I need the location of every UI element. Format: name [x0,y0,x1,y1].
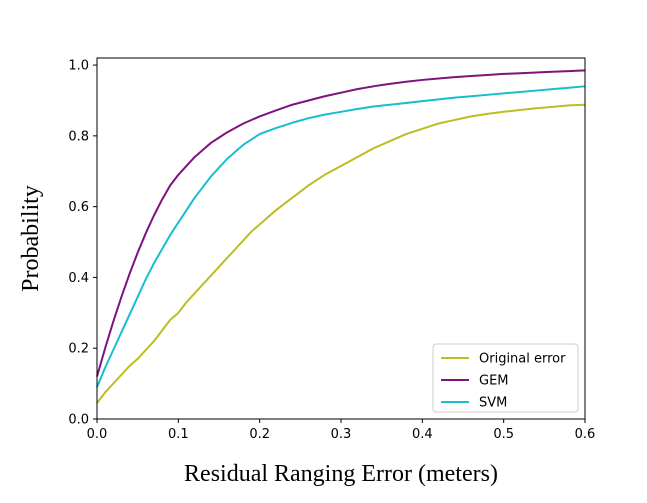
y-tick-label: 1.0 [68,59,89,74]
y-tick-label: 0.0 [68,413,89,428]
x-tick-label: 0.5 [493,427,514,442]
legend-box [432,343,579,413]
series-line-original-error [96,103,586,404]
series-line-gem [96,69,586,377]
y-tick-label: 0.8 [68,129,89,144]
y-tick-label: 0.6 [68,200,89,215]
x-tick-label: 0.0 [87,427,108,442]
series-line-svm [96,85,586,388]
y-tick-label: 0.2 [68,342,89,357]
legend-label: SVM [479,396,507,411]
x-tick-label: 0.3 [331,427,352,442]
y-axis: 0.0 0.2 0.4 0.6 0.8 1.0 [68,59,97,428]
legend-label: GEM [479,374,509,389]
legend: Original error GEM SVM [432,343,579,413]
x-axis-label: Residual Ranging Error (meters) [184,461,498,487]
y-tick-label: 0.4 [68,271,89,286]
legend-label: Original error [479,352,566,367]
x-tick-label: 0.6 [575,427,596,442]
x-axis: 0.0 0.1 0.2 0.3 0.4 0.5 0.6 [87,419,596,442]
series-layer [96,69,586,404]
y-axis-label: Probability [18,185,44,292]
x-tick-label: 0.4 [412,427,433,442]
x-tick-label: 0.1 [168,427,189,442]
x-tick-label: 0.2 [249,427,270,442]
